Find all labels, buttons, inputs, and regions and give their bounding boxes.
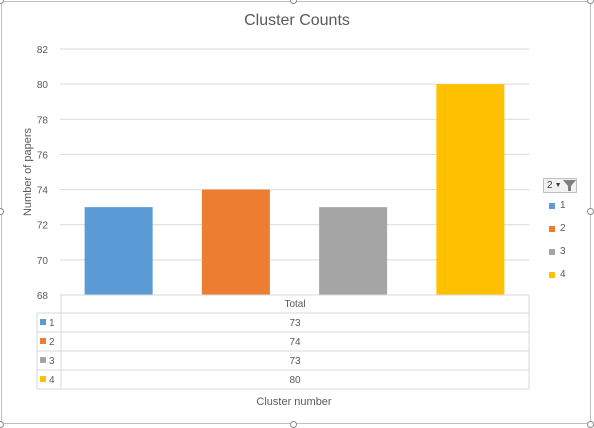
y-tick-label: 74 [37, 186, 49, 197]
data-table: Total 1 73 2 74 3 73 4 80 [36, 294, 530, 390]
y-tick-label: 80 [37, 80, 49, 91]
table-row-value: 80 [289, 375, 301, 386]
y-tick-label: 70 [37, 256, 49, 267]
table-row-key: 3 [49, 356, 55, 367]
legend-swatch [549, 271, 555, 278]
filter-button-label: 2 [547, 180, 553, 191]
y-tick-label: 76 [37, 150, 49, 161]
chart-title[interactable]: Cluster Counts [244, 12, 350, 29]
resize-handle-top[interactable] [290, 0, 297, 4]
table-row-key: 2 [49, 337, 55, 348]
filter-button[interactable]: 2 ▼ [543, 178, 577, 193]
y-tick-label: 72 [37, 221, 49, 232]
bar-cluster-1[interactable] [84, 207, 153, 295]
y-axis-label[interactable]: Number of papers [22, 127, 34, 216]
legend-swatch [549, 248, 555, 255]
bar-cluster-3[interactable] [319, 207, 388, 295]
table-header: Total [284, 299, 305, 310]
bar-cluster-4[interactable] [436, 84, 505, 296]
funnel-filter-icon [562, 180, 576, 191]
table-legend-key [40, 338, 46, 344]
legend-label: 3 [560, 246, 566, 257]
resize-handle-left[interactable] [0, 208, 4, 215]
dropdown-arrow-icon: ▼ [554, 182, 562, 189]
y-tick-label: 82 [37, 45, 49, 56]
legend-swatch [549, 225, 555, 232]
table-legend-key [40, 357, 46, 363]
legend-items: 1 2 3 4 [543, 194, 577, 286]
legend-swatch [549, 202, 555, 209]
legend-item-1[interactable]: 1 [549, 194, 577, 217]
legend-item-2[interactable]: 2 [549, 217, 577, 240]
legend-label: 1 [560, 200, 566, 211]
table-row-value: 73 [289, 318, 301, 329]
x-axis-label[interactable]: Cluster number [256, 396, 332, 408]
y-tick-label: 78 [37, 115, 49, 126]
table-row-key: 4 [49, 375, 55, 386]
bars [84, 84, 505, 296]
table-row-value: 74 [289, 337, 301, 348]
legend-item-3[interactable]: 3 [549, 240, 577, 263]
legend-label: 2 [560, 223, 566, 234]
bar-cluster-2[interactable] [201, 189, 270, 295]
legend-label: 4 [560, 269, 566, 280]
table-legend-key [40, 319, 46, 325]
y-tick-label: 68 [37, 291, 49, 302]
y-axis-ticks: 68 70 72 74 76 78 80 82 [37, 45, 49, 302]
table-row-value: 73 [289, 356, 301, 367]
table-row-key: 1 [49, 318, 55, 329]
table-legend-key [40, 376, 46, 382]
legend-item-4[interactable]: 4 [549, 263, 577, 286]
resize-handle-top-left[interactable] [0, 0, 4, 4]
